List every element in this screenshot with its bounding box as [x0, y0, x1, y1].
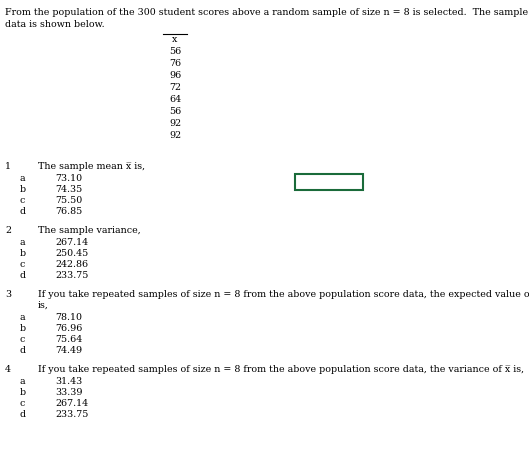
Text: From the population of the 300 student scores above a random sample of size n = : From the population of the 300 student s… [5, 8, 528, 17]
Text: 96: 96 [169, 71, 181, 80]
Text: c: c [20, 260, 25, 269]
Text: 242.86: 242.86 [55, 260, 88, 269]
Text: 4: 4 [5, 365, 11, 374]
Text: a: a [20, 377, 25, 386]
Text: d: d [20, 346, 26, 355]
Text: d: d [20, 207, 26, 216]
Text: 72: 72 [169, 83, 181, 92]
Text: 56: 56 [169, 47, 181, 56]
Text: b: b [20, 324, 26, 333]
Text: a: a [20, 238, 25, 247]
Text: If you take repeated samples of size n = 8 from the above population score data,: If you take repeated samples of size n =… [38, 365, 524, 374]
Text: 78.10: 78.10 [55, 313, 82, 322]
Text: If you take repeated samples of size n = 8 from the above population score data,: If you take repeated samples of size n =… [38, 290, 529, 299]
Text: The sample mean x̅ is,: The sample mean x̅ is, [38, 162, 145, 171]
Text: 64: 64 [169, 95, 181, 104]
Text: 33.39: 33.39 [55, 388, 83, 397]
Text: 31.43: 31.43 [55, 377, 82, 386]
Text: 250.45: 250.45 [55, 249, 88, 258]
Text: d: d [20, 410, 26, 419]
Text: 92: 92 [169, 119, 181, 128]
Text: 267.14: 267.14 [55, 238, 88, 247]
Text: 74.49: 74.49 [55, 346, 82, 355]
Text: b: b [20, 249, 26, 258]
Text: 74.35: 74.35 [55, 185, 82, 194]
Text: b: b [20, 185, 26, 194]
Text: 267.14: 267.14 [55, 399, 88, 408]
Text: 75.64: 75.64 [55, 335, 82, 344]
Text: 92: 92 [169, 131, 181, 140]
Text: x: x [172, 35, 178, 44]
Text: 233.75: 233.75 [55, 271, 88, 280]
Text: d: d [20, 271, 26, 280]
Text: c: c [20, 399, 25, 408]
Text: b: b [20, 388, 26, 397]
Text: 3: 3 [5, 290, 11, 299]
Text: 2: 2 [5, 226, 11, 235]
Text: 75.50: 75.50 [55, 196, 82, 205]
Text: The sample variance,: The sample variance, [38, 226, 141, 235]
Text: 76.96: 76.96 [55, 324, 83, 333]
Text: 56: 56 [169, 107, 181, 116]
Text: c: c [20, 196, 25, 205]
Bar [295, 174, 363, 190]
Text: a: a [20, 174, 25, 183]
Text: 76: 76 [169, 59, 181, 68]
Text: 1: 1 [5, 162, 11, 171]
Text: 73.10: 73.10 [55, 174, 82, 183]
Text: c: c [20, 335, 25, 344]
Text: a: a [20, 313, 25, 322]
Text: is,: is, [38, 301, 49, 310]
Text: 233.75: 233.75 [55, 410, 88, 419]
Text: 76.85: 76.85 [55, 207, 82, 216]
Text: data is shown below.: data is shown below. [5, 20, 105, 29]
